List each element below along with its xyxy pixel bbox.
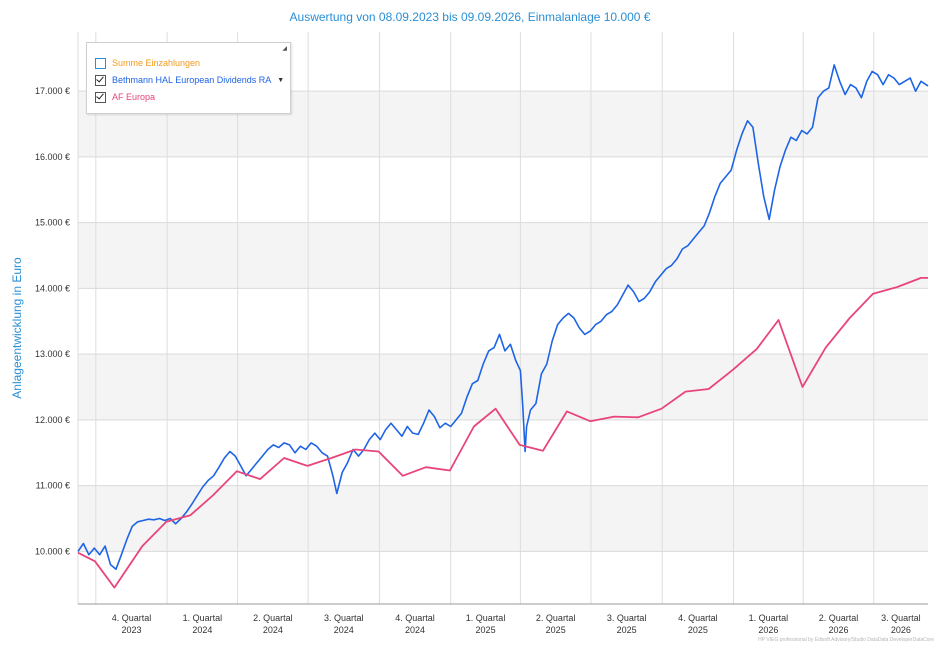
y-tick-label: 10.000 €: [35, 546, 70, 556]
plot-band: [78, 156, 928, 223]
x-tick-label: 2. Quartal 2026: [819, 613, 859, 635]
legend-item-bethmann[interactable]: Bethmann HAL European Dividends RA ▼: [95, 73, 284, 87]
dropdown-arrow-icon[interactable]: ▼: [277, 76, 285, 84]
x-tick-label: 3. Quartal 2024: [324, 613, 364, 635]
x-axis-ticks: 4. Quartal 2023 1. Quartal 2024 2. Quartal 20…: [112, 613, 921, 635]
resize-grip-icon[interactable]: ◢: [282, 46, 287, 52]
x-tick-label: 1. Quartal 2026: [749, 613, 789, 635]
x-tick-label: 2. Quartal 2024: [253, 613, 293, 635]
x-tick-label: 4. Quartal 2023: [112, 613, 152, 635]
x-tick-label: 2. Quartal 2025: [536, 613, 576, 635]
y-tick-label: 16.000 €: [35, 152, 70, 162]
plot-band: [78, 485, 928, 552]
watermark: HP VIEG professional by Edisoft Advisory…: [758, 637, 934, 643]
plot-band: [78, 354, 928, 420]
legend-label: AF Europa: [112, 92, 156, 102]
series-line-1: [77, 277, 928, 589]
legend-item-af-europa[interactable]: AF Europa: [95, 90, 155, 104]
y-axis-ticks: 10.000 € 11.000 € 12.000 € 13.000 € 14.000 €…: [35, 86, 70, 556]
y-tick-label: 11.000 €: [36, 481, 70, 491]
legend-item-summe-einzahlungen[interactable]: Summe Einzahlungen: [95, 56, 200, 70]
series-line-0: [77, 64, 929, 570]
legend[interactable]: ◢ Summe Einzahlungen Bethmann HAL Europe…: [86, 42, 291, 114]
x-tick-label: 1. Quartal 2024: [183, 613, 223, 635]
y-tick-label: 14.000 €: [35, 283, 70, 293]
x-tick-label: 3. Quartal 2026: [881, 613, 921, 635]
vertical-grid: [77, 32, 875, 604]
chart-title: Auswertung von 08.09.2023 bis 09.09.2026…: [289, 10, 651, 24]
y-tick-label: 13.000 €: [35, 349, 70, 359]
plot-band: [78, 551, 928, 604]
plot-band: [78, 419, 928, 486]
y-tick-label: 17.000 €: [35, 86, 70, 96]
y-tick-label: 15.000 €: [35, 218, 70, 228]
plot-bands: [78, 32, 928, 604]
x-tick-label: 4. Quartal 2025: [678, 613, 718, 635]
plot-band: [78, 222, 928, 289]
checkbox[interactable]: [95, 57, 106, 69]
x-tick-label: 1. Quartal 2025: [466, 613, 506, 635]
y-tick-label: 12.000 €: [35, 415, 70, 425]
legend-label: Bethmann HAL European Dividends RA: [112, 75, 272, 85]
legend-label: Summe Einzahlungen: [112, 58, 201, 68]
checkbox[interactable]: [95, 91, 106, 103]
horizontal-grid: [78, 90, 928, 552]
series-lines: [77, 64, 929, 589]
x-tick-label: 3. Quartal 2025: [607, 613, 647, 635]
x-tick-label: 4. Quartal 2024: [395, 613, 435, 635]
checkbox[interactable]: [95, 74, 106, 86]
